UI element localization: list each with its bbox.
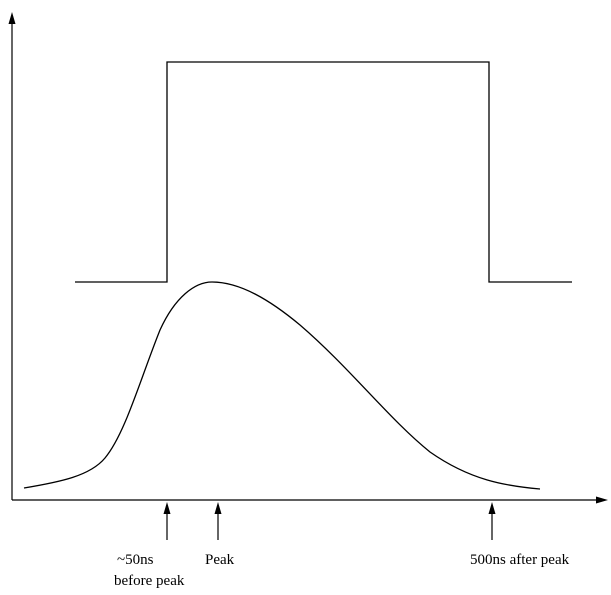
- signal-pulse-curve: [23, 281, 541, 490]
- label-before-peak-line2: before peak: [114, 573, 185, 589]
- x-axis-arrowhead: [596, 496, 608, 504]
- label-before-peak-line1: ~50ns: [117, 552, 154, 568]
- y-axis: [8, 12, 16, 500]
- marker-peak-arrowhead: [214, 502, 222, 514]
- marker-before-peak: [163, 502, 171, 540]
- marker-peak: [214, 502, 222, 540]
- marker-after-peak-arrowhead: [488, 502, 496, 514]
- x-axis: [12, 496, 608, 504]
- gate-window-pulse: [75, 61, 572, 283]
- marker-after-peak: [488, 502, 496, 540]
- label-after-peak: 500ns after peak: [470, 552, 570, 568]
- label-peak: Peak: [205, 552, 235, 568]
- y-axis-arrowhead: [8, 12, 16, 24]
- marker-before-peak-arrowhead: [163, 502, 171, 514]
